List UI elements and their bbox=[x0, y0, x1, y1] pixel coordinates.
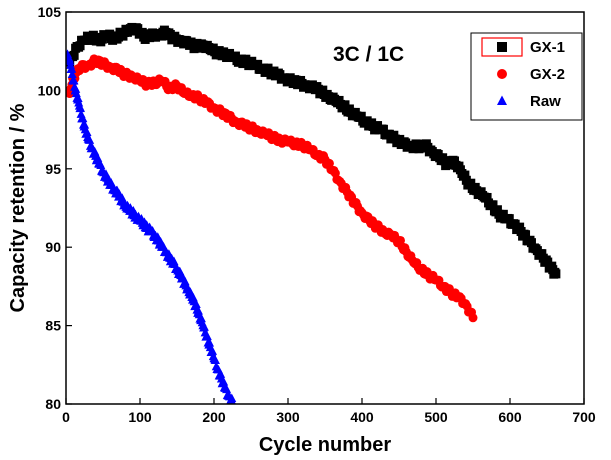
x-tick-label: 600 bbox=[498, 409, 522, 425]
data-point bbox=[191, 299, 201, 308]
data-point bbox=[537, 249, 547, 259]
data-point bbox=[76, 103, 86, 112]
data-point bbox=[230, 51, 240, 61]
data-point bbox=[229, 397, 236, 404]
data-point bbox=[551, 269, 561, 279]
data-point bbox=[66, 56, 75, 66]
data-point bbox=[227, 393, 237, 402]
data-point bbox=[196, 313, 206, 323]
x-axis-title: Cycle number bbox=[259, 434, 391, 456]
data-point bbox=[75, 41, 85, 51]
series-raw bbox=[66, 49, 237, 404]
legend-label-raw: Raw bbox=[530, 93, 561, 110]
data-point bbox=[216, 369, 226, 378]
data-point bbox=[67, 63, 77, 73]
y-tick-label: 95 bbox=[45, 161, 61, 177]
data-point bbox=[78, 113, 88, 123]
data-point bbox=[526, 238, 536, 248]
x-tick-label: 100 bbox=[128, 409, 152, 425]
data-point bbox=[67, 69, 77, 79]
x-tick-label: 300 bbox=[276, 409, 300, 425]
legend-marker-gx-2 bbox=[497, 69, 507, 79]
data-point bbox=[468, 313, 478, 323]
legend-label-gx-2: GX-2 bbox=[530, 66, 565, 83]
legend-marker-raw bbox=[497, 95, 507, 105]
data-point bbox=[80, 120, 90, 129]
data-point bbox=[208, 346, 218, 355]
data-point bbox=[193, 306, 203, 315]
data-point bbox=[90, 146, 100, 156]
data-point bbox=[71, 84, 81, 93]
series-gx-2 bbox=[66, 54, 478, 323]
data-point bbox=[378, 124, 388, 134]
data-point bbox=[222, 384, 232, 394]
y-tick-label: 100 bbox=[38, 82, 62, 98]
y-tick-label: 80 bbox=[45, 396, 61, 412]
plot-frame bbox=[65, 11, 585, 405]
data-point bbox=[356, 111, 366, 121]
data-point bbox=[69, 50, 79, 60]
x-tick-label: 500 bbox=[424, 409, 448, 425]
data-point bbox=[199, 322, 209, 331]
data-point bbox=[492, 205, 502, 215]
x-tick-label: 400 bbox=[350, 409, 374, 425]
x-tick-label: 700 bbox=[572, 409, 596, 425]
data-point bbox=[488, 200, 498, 210]
x-tick-label: 200 bbox=[202, 409, 226, 425]
tick-labels: 0 100 200 300 400 500 600 700 80 85 90 95 100 105 bbox=[38, 4, 596, 425]
data-point bbox=[69, 75, 79, 85]
legend-box bbox=[470, 32, 583, 121]
data-point bbox=[105, 29, 115, 39]
y-tick-label: 90 bbox=[45, 239, 61, 255]
y-tick-label: 85 bbox=[45, 318, 61, 334]
legend: GX-1 GX-2 Raw bbox=[470, 32, 583, 121]
legend-label-gx-1: GX-1 bbox=[530, 39, 565, 56]
data-point bbox=[504, 214, 514, 224]
data-point bbox=[202, 331, 212, 341]
legend-marker-gx-1 bbox=[497, 42, 507, 52]
data-point bbox=[82, 127, 92, 137]
data-point bbox=[188, 292, 198, 302]
chart-annotation: 3C / 1C bbox=[333, 43, 404, 66]
legend-highlight bbox=[481, 37, 523, 57]
data-point bbox=[205, 338, 215, 347]
data-point bbox=[521, 230, 531, 240]
y-axis-title: Capacity retention / % bbox=[7, 103, 29, 312]
data-point bbox=[73, 93, 83, 103]
data-point bbox=[482, 192, 492, 202]
x-tick-label: 0 bbox=[62, 409, 70, 425]
data-point bbox=[210, 355, 220, 365]
data-point bbox=[85, 135, 95, 144]
data-points bbox=[66, 22, 561, 404]
series-gx-1 bbox=[66, 22, 561, 279]
data-point bbox=[460, 170, 470, 180]
data-point bbox=[96, 160, 106, 170]
y-tick-label: 105 bbox=[38, 4, 62, 20]
